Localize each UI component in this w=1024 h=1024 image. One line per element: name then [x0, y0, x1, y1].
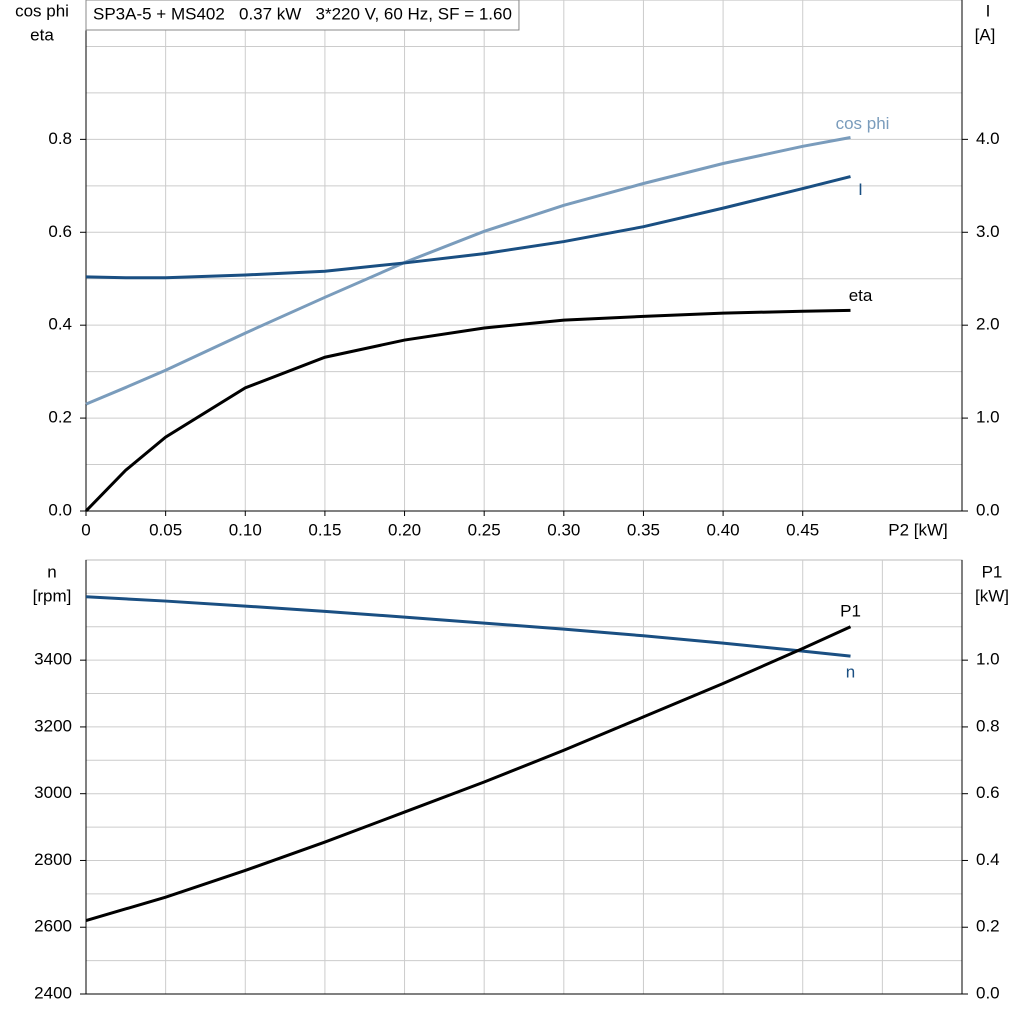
title-box [85, 0, 520, 31]
y-axis-label: cos phi [15, 1, 69, 20]
curve [85, 175, 851, 280]
x-tick-label: 0.40 [707, 520, 740, 539]
curve [85, 595, 851, 658]
y2-tick-label: 2.0 [976, 315, 1000, 334]
x-tick-label: 0.10 [229, 520, 262, 539]
curve [84, 308, 851, 513]
y2-tick-label: 1.0 [976, 650, 1000, 669]
y-tick-label: 3000 [34, 783, 72, 802]
y-tick-label: 3200 [34, 716, 72, 735]
x-tick-label: 0.25 [468, 520, 501, 539]
y-tick-label: 0.0 [48, 500, 72, 519]
curve [85, 625, 852, 922]
y2-tick-label: 0.6 [976, 783, 1000, 802]
y-tick-label: 0.4 [48, 315, 72, 334]
y2-tick-label: 0.0 [976, 500, 1000, 519]
x-tick-label: 0.45 [786, 520, 819, 539]
curve-label: I [858, 180, 863, 199]
curve-label: P1 [840, 601, 861, 620]
y2-axis-label: P1 [982, 562, 1003, 581]
y-tick-label: 2800 [34, 850, 72, 869]
x-tick-label: 0.05 [149, 520, 182, 539]
x-tick-label: 0.35 [627, 520, 660, 539]
x-tick-label: 0.30 [547, 520, 580, 539]
y2-axis-label: [A] [975, 25, 996, 44]
y-tick-label: 0.2 [48, 408, 72, 427]
curve-label: eta [849, 286, 873, 305]
y2-tick-label: 4.0 [976, 129, 1000, 148]
plot-area [85, 559, 963, 995]
curve-label: cos phi [836, 114, 890, 133]
y2-tick-label: 1.0 [976, 408, 1000, 427]
y2-axis-label: I [986, 1, 991, 20]
y2-tick-label: 0.0 [976, 983, 1000, 1002]
chart-title: SP3A-5 + MS402 0.37 kW 3*220 V, 60 Hz, S… [93, 4, 512, 23]
curve [85, 136, 851, 406]
y2-tick-label: 0.2 [976, 917, 1000, 936]
x-tick-label: 0.15 [308, 520, 341, 539]
y-tick-label: 2400 [34, 983, 72, 1002]
y-axis-label: eta [30, 25, 54, 44]
y-tick-label: 0.8 [48, 129, 72, 148]
x-tick-label: 0 [81, 520, 90, 539]
y-axis-label: [rpm] [33, 586, 72, 605]
y-tick-label: 0.6 [48, 222, 72, 241]
y2-tick-label: 3.0 [976, 222, 1000, 241]
y-tick-label: 3400 [34, 650, 72, 669]
x-tick-label: 0.20 [388, 520, 421, 539]
y2-tick-label: 0.4 [976, 850, 1000, 869]
y2-axis-label: [kW] [975, 586, 1009, 605]
curve-label: n [846, 663, 855, 682]
x-axis-label: P2 [kW] [888, 520, 948, 539]
y-axis-label: n [47, 562, 56, 581]
y-tick-label: 2600 [34, 917, 72, 936]
plot-area [85, 0, 963, 512]
y2-tick-label: 0.8 [976, 716, 1000, 735]
